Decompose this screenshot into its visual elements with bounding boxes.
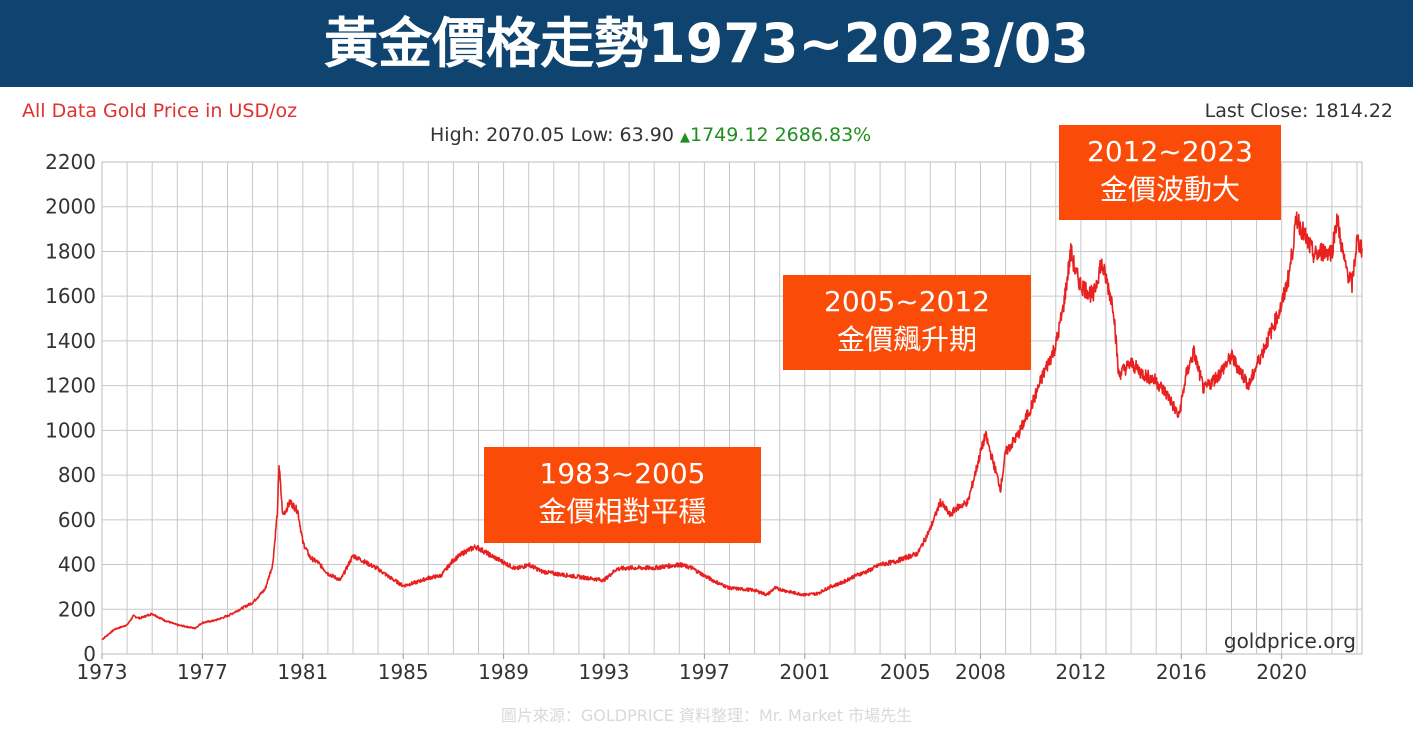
x-tick-label: 2008 (955, 660, 1006, 684)
high-low-text: High: 2070.05 Low: 63.90 (430, 124, 674, 146)
y-tick-label: 2000 (45, 195, 96, 219)
callout-1983-2005: 1983~2005 金價相對平穩 (484, 447, 761, 543)
chart-subtitle: All Data Gold Price in USD/oz (22, 100, 298, 122)
y-tick-label: 1000 (45, 418, 96, 442)
title-banner: 黃金價格走勢1973~2023/03 (0, 0, 1413, 87)
y-tick-label: 1800 (45, 239, 96, 263)
last-close-label: Last Close: 1814.22 (1204, 100, 1393, 122)
x-tick-label: 2012 (1055, 660, 1106, 684)
plot-border (101, 161, 1363, 655)
y-tick-label: 1400 (45, 329, 96, 353)
y-tick-label: 0 (83, 642, 96, 666)
y-tick-label: 800 (58, 463, 96, 487)
page-title: 黃金價格走勢1973~2023/03 (324, 12, 1089, 75)
chart-axes: 0 200 400 600 800 1000 1200 1400 1600 1800 2000 220… (45, 150, 1363, 684)
gold-price-line (101, 211, 1363, 641)
y-tick-label: 1600 (45, 284, 96, 308)
x-tick-label: 1993 (579, 660, 630, 684)
chart-grid (101, 161, 1362, 655)
callout-description: 金價相對平穩 (538, 495, 707, 528)
watermark-label: goldprice.org (1224, 629, 1356, 653)
callout-period: 2005~2012 (824, 285, 990, 318)
callout-period: 2012~2023 (1087, 135, 1253, 168)
x-tick-label: 2016 (1156, 660, 1207, 684)
y-tick-label: 200 (58, 597, 96, 621)
x-tick-label: 1989 (478, 660, 529, 684)
gold-price-chart: 0 200 400 600 800 1000 1200 1400 1600 1800 2000 220… (45, 150, 1363, 684)
x-tick-label: 2005 (880, 660, 931, 684)
callout-period: 1983~2005 (539, 457, 706, 490)
callout-description: 金價波動大 (1099, 173, 1240, 206)
x-tick-label: 1981 (277, 660, 328, 684)
y-tick-label: 2200 (45, 150, 96, 174)
x-tick-label: 1977 (177, 660, 228, 684)
high-low-stats: High: 2070.05 Low: 63.90 ▲1749.12 2686.8… (430, 124, 871, 146)
source-footer: 圖片來源：GOLDPRICE 資料整理：Mr. Market 市場先生 (500, 706, 913, 725)
change-text: 1749.12 2686.83% (689, 124, 872, 146)
y-tick-label: 1200 (45, 374, 96, 398)
x-tick-label: 1997 (679, 660, 730, 684)
y-tick-label: 600 (58, 508, 96, 532)
callout-2012-2023: 2012~2023 金價波動大 (1059, 125, 1281, 220)
callout-2005-2012: 2005~2012 金價飆升期 (783, 275, 1031, 370)
x-tick-label: 1985 (378, 660, 429, 684)
up-triangle-icon: ▲ (679, 130, 690, 145)
chart-series (101, 211, 1363, 641)
callout-description: 金價飆升期 (836, 323, 977, 356)
x-tick-label: 1973 (77, 660, 128, 684)
y-tick-label: 400 (58, 553, 96, 577)
x-tick-label: 2020 (1256, 660, 1307, 684)
x-tick-label: 2001 (779, 660, 830, 684)
